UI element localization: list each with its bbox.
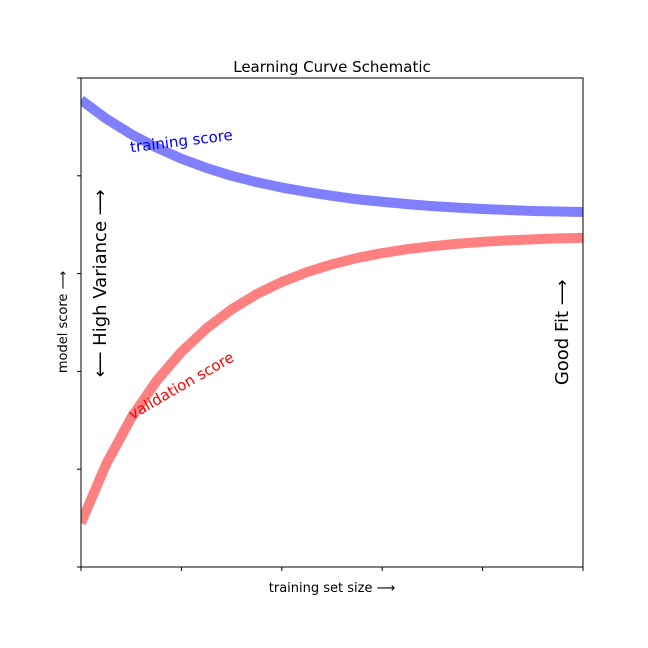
x-axis-label: training set size ⟶ <box>269 581 395 596</box>
chart-title: Learning Curve Schematic <box>233 58 431 76</box>
series-line-validation-score <box>81 232 583 525</box>
high-variance-label: ⟵ High Variance ⟶ <box>90 189 111 377</box>
series-layer <box>81 95 583 525</box>
good-fit-label: Good Fit ⟶ <box>552 279 573 385</box>
series-line-training-score <box>81 95 583 217</box>
y-axis-label: model score ⟶ <box>56 271 71 373</box>
ticks-layer <box>77 77 584 571</box>
plot-frame <box>80 77 584 568</box>
